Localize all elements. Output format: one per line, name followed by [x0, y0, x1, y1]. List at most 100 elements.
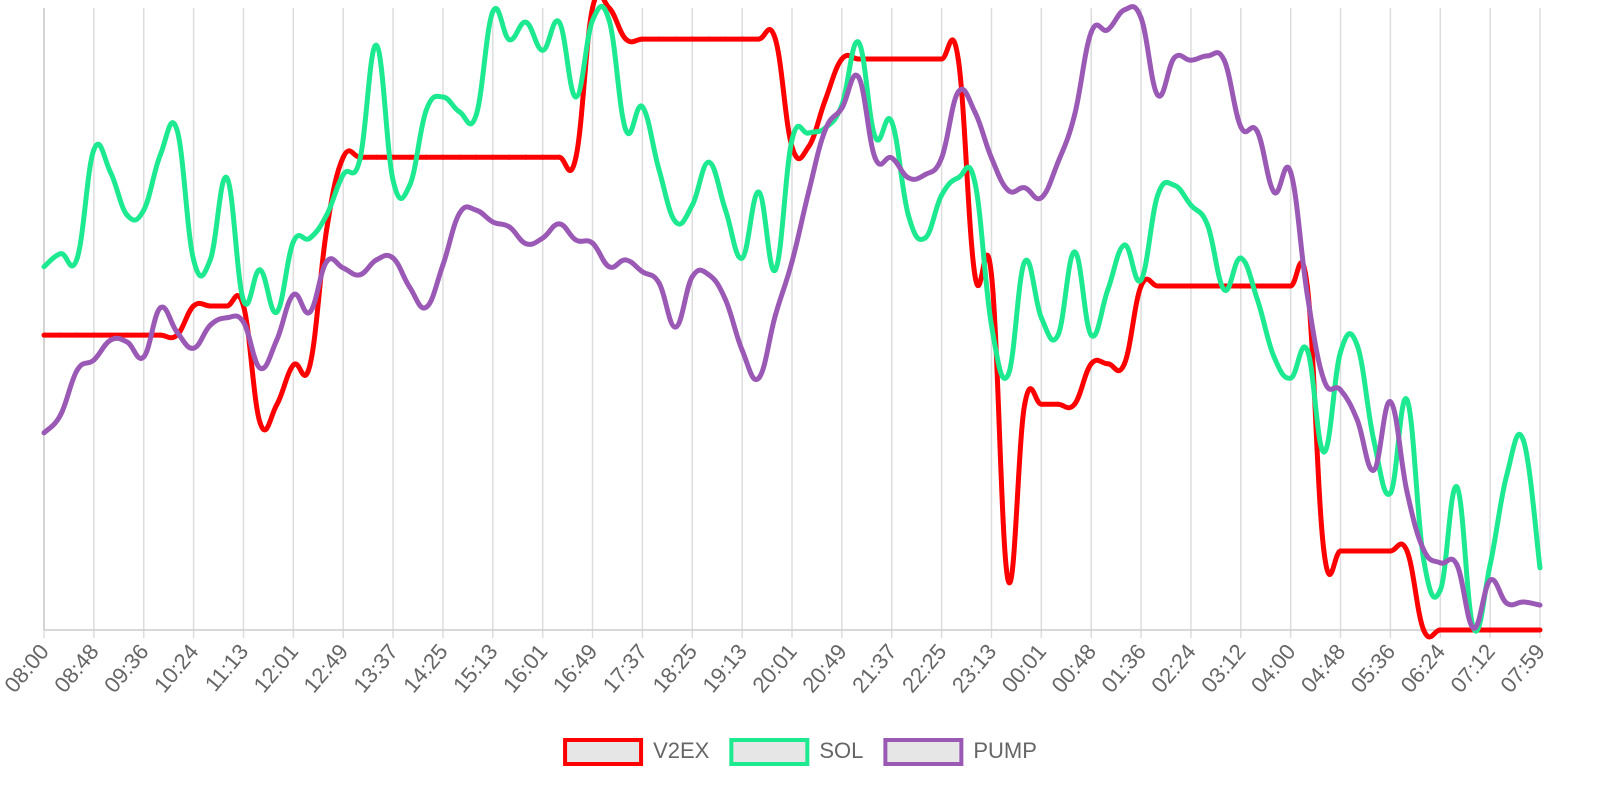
x-tick-label: 05:36	[1346, 639, 1401, 697]
point	[1321, 377, 1327, 383]
point	[1437, 560, 1443, 566]
point	[141, 207, 147, 213]
point	[673, 36, 679, 42]
point	[1105, 27, 1111, 33]
point	[905, 175, 911, 181]
point	[124, 339, 130, 345]
point	[789, 259, 795, 265]
point	[407, 284, 413, 290]
point	[972, 109, 978, 115]
point	[556, 19, 562, 25]
point	[905, 212, 911, 218]
point	[1338, 349, 1344, 355]
point	[373, 154, 379, 160]
point	[806, 189, 812, 195]
x-tick-label: 20:01	[747, 639, 802, 697]
point	[490, 154, 496, 160]
point	[224, 315, 230, 321]
point	[922, 235, 928, 241]
point	[506, 37, 512, 43]
point	[207, 303, 213, 309]
point	[606, 5, 612, 11]
point	[1288, 283, 1294, 289]
x-tick-label: 04:48	[1296, 639, 1351, 697]
legend-label: V2EX	[653, 738, 710, 763]
x-tick-label: 11:13	[200, 639, 253, 696]
x-tick-label: 09:36	[99, 639, 154, 697]
point	[1304, 292, 1310, 298]
point	[540, 154, 546, 160]
point	[324, 259, 330, 265]
x-tick-label: 01:36	[1096, 639, 1151, 697]
x-tick-label: 08:00	[0, 639, 54, 697]
point	[457, 154, 463, 160]
point	[1205, 53, 1211, 59]
point	[872, 155, 878, 161]
point	[1171, 283, 1177, 289]
point	[1454, 627, 1460, 633]
point	[157, 152, 163, 158]
point	[922, 56, 928, 62]
point	[1238, 124, 1244, 130]
point	[240, 297, 246, 303]
point	[1138, 277, 1144, 283]
point	[1354, 342, 1360, 348]
legend: V2EX SOL PUMP	[563, 738, 1037, 766]
point	[274, 337, 280, 343]
point	[340, 265, 346, 271]
point	[274, 309, 280, 315]
legend-label: SOL	[819, 738, 863, 763]
point	[506, 224, 512, 230]
x-tick-label: 22:25	[897, 639, 952, 697]
point	[556, 154, 562, 160]
point	[423, 154, 429, 160]
point	[1454, 562, 1460, 568]
point	[822, 97, 828, 103]
x-tick-label: 00:48	[1046, 639, 1101, 697]
point	[1005, 372, 1011, 378]
x-tick-label: 20:49	[797, 639, 852, 697]
point	[423, 304, 429, 310]
point	[540, 47, 546, 53]
x-tick-label: 10:24	[149, 639, 204, 697]
x-tick-label: 06:24	[1396, 639, 1451, 697]
point	[1138, 15, 1144, 21]
point	[1254, 129, 1260, 135]
point	[224, 303, 230, 309]
point	[1188, 57, 1194, 63]
x-tick-label: 17:37	[598, 639, 653, 697]
point	[772, 36, 778, 42]
x-tick-label: 21:37	[847, 639, 902, 697]
point	[141, 354, 147, 360]
point	[955, 89, 961, 95]
point	[1221, 287, 1227, 293]
point	[523, 241, 529, 247]
point	[1454, 484, 1460, 490]
point	[756, 36, 762, 42]
point	[939, 56, 945, 62]
point	[573, 154, 579, 160]
point	[407, 154, 413, 160]
point	[606, 17, 612, 23]
point	[806, 130, 812, 136]
x-tick-label: 12:01	[249, 639, 304, 697]
point	[240, 319, 246, 325]
point	[1288, 169, 1294, 175]
point	[1038, 195, 1044, 201]
point	[689, 274, 695, 280]
point	[1072, 249, 1078, 255]
point	[1520, 437, 1526, 443]
point	[490, 219, 496, 225]
point	[74, 332, 80, 338]
point	[473, 154, 479, 160]
point	[739, 347, 745, 353]
x-tick-label: 07:12	[1445, 639, 1500, 697]
point	[1421, 627, 1427, 633]
point	[307, 235, 313, 241]
point	[939, 155, 945, 161]
point	[872, 56, 878, 62]
point	[58, 332, 64, 338]
x-tick-label: 07:59	[1495, 639, 1550, 697]
point	[1022, 401, 1028, 407]
